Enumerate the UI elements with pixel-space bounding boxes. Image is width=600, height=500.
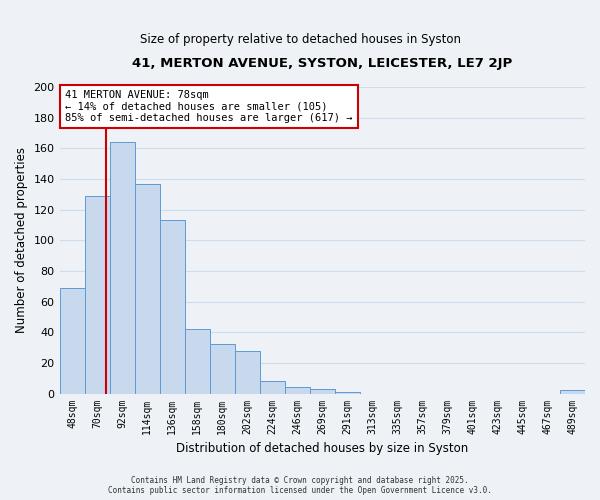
Bar xyxy=(134,184,160,394)
Bar xyxy=(185,329,209,394)
X-axis label: Distribution of detached houses by size in Syston: Distribution of detached houses by size … xyxy=(176,442,469,455)
Title: 41, MERTON AVENUE, SYSTON, LEICESTER, LE7 2JP: 41, MERTON AVENUE, SYSTON, LEICESTER, LE… xyxy=(132,58,512,70)
Bar xyxy=(160,220,185,394)
Y-axis label: Number of detached properties: Number of detached properties xyxy=(15,147,28,333)
Text: Size of property relative to detached houses in Syston: Size of property relative to detached ho… xyxy=(139,32,461,46)
Text: 41 MERTON AVENUE: 78sqm
← 14% of detached houses are smaller (105)
85% of semi-d: 41 MERTON AVENUE: 78sqm ← 14% of detache… xyxy=(65,90,352,123)
Bar xyxy=(285,388,310,394)
Bar xyxy=(235,350,260,394)
Bar xyxy=(59,288,85,394)
Bar xyxy=(260,382,285,394)
Bar xyxy=(85,196,110,394)
Bar xyxy=(310,389,335,394)
Bar xyxy=(209,344,235,394)
Bar xyxy=(335,392,360,394)
Text: Contains HM Land Registry data © Crown copyright and database right 2025.
Contai: Contains HM Land Registry data © Crown c… xyxy=(108,476,492,495)
Bar xyxy=(560,390,585,394)
Bar xyxy=(110,142,134,394)
